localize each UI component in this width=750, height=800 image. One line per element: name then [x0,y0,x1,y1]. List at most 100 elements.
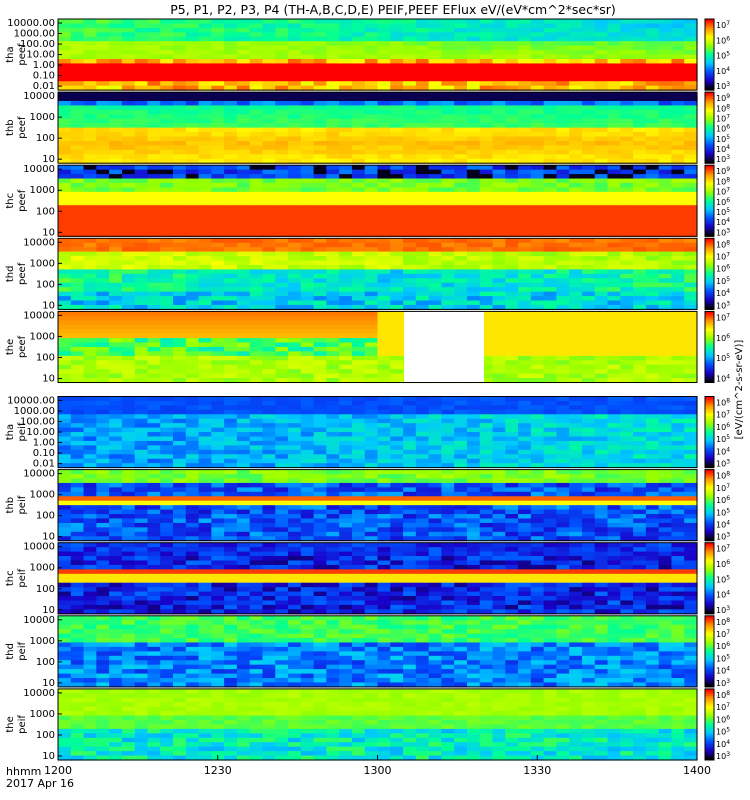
heat-cell [479,127,494,133]
heat-cell [326,191,340,197]
heat-cell [275,405,289,411]
heat-cell [390,41,404,47]
colorbar-segment [705,257,714,261]
heat-cell [326,342,340,348]
heat-cell [339,85,353,91]
panel-label-quantity: peef [17,262,28,285]
heat-cell [211,256,225,262]
heat-cell [390,23,404,29]
heat-cell [594,85,609,91]
heat-cell [185,440,200,446]
heat-cell [121,338,136,344]
heat-cell [390,355,404,361]
heat-cell [109,278,123,284]
heat-cell [505,45,519,51]
heat-cell [633,19,647,25]
heat-cell [275,351,289,357]
heat-cell [518,165,532,171]
heat-cell [556,158,570,164]
heat-cell [441,174,455,180]
heat-cell [58,396,72,402]
heat-cell [185,145,200,151]
heat-cell [594,154,609,160]
heat-cell [173,256,187,262]
heat-cell [313,96,327,102]
heat-cell [173,154,187,160]
heat-cell [607,414,621,420]
heat-cell [224,396,238,402]
heat-cell [454,118,468,124]
heat-cell [594,132,609,138]
heat-cell [633,346,647,352]
heat-cell [96,242,110,248]
heat-cell [390,315,404,321]
heat-cell [351,311,366,317]
heat-cell [530,54,545,60]
heat-cell [339,178,353,184]
heat-cell [377,333,391,339]
heat-cell [58,238,72,244]
heat-cell [224,355,238,361]
heat-cell [556,145,570,151]
heat-cell [671,136,685,142]
colorbar-segment [705,75,714,79]
colorbar-segment [705,296,714,300]
heat-cell [364,378,379,384]
heat-cell [70,32,85,38]
heat-cell [581,227,596,233]
heat-cell [671,296,685,302]
heat-cell [351,169,366,175]
heat-cell [492,427,506,433]
heat-cell [518,231,532,237]
heat-cell [377,178,391,184]
heat-cell [262,105,276,111]
heat-cell [339,50,353,56]
heat-cell [326,222,340,229]
heat-cell [543,191,558,197]
heat-cell [185,227,200,233]
heat-cell [83,300,97,306]
heat-cell [173,432,187,438]
heat-cell [249,373,264,379]
heat-cell [658,158,673,164]
heat-cell [543,238,558,244]
heat-cell [620,242,634,248]
heat-cell [313,76,327,82]
heat-cell [492,23,506,29]
heat-cell [479,287,494,293]
heat-cell [518,76,532,82]
heat-cell [211,454,225,460]
heat-cell [556,315,570,321]
heat-cell [58,373,72,379]
heat-cell [607,100,621,107]
heat-cell [70,72,85,78]
heat-cell [109,346,123,352]
heat-cell [543,396,558,402]
heat-cell [415,458,430,464]
heat-cell [505,333,519,339]
heat-cell [633,355,647,361]
heat-cell [173,405,187,411]
heat-cell [479,364,494,370]
heat-cell [415,405,430,411]
heat-cell [543,50,558,56]
heat-cell [160,145,174,151]
heat-cell [211,127,225,133]
heat-cell [275,114,289,120]
heat-cell [109,355,123,361]
heat-cell [441,432,455,438]
heat-cell [198,222,212,229]
heat-cell [492,218,506,224]
colorbar-segment [705,298,714,302]
heat-cell [518,109,532,115]
heat-cell [658,351,673,357]
heat-cell [339,351,353,357]
heat-cell [134,85,149,91]
heat-cell [134,269,149,275]
heat-cell [620,247,634,253]
heat-cell [403,256,417,262]
heat-cell [415,169,430,175]
heat-cell [109,338,123,344]
heat-cell [390,351,404,357]
heat-cell [96,396,110,402]
